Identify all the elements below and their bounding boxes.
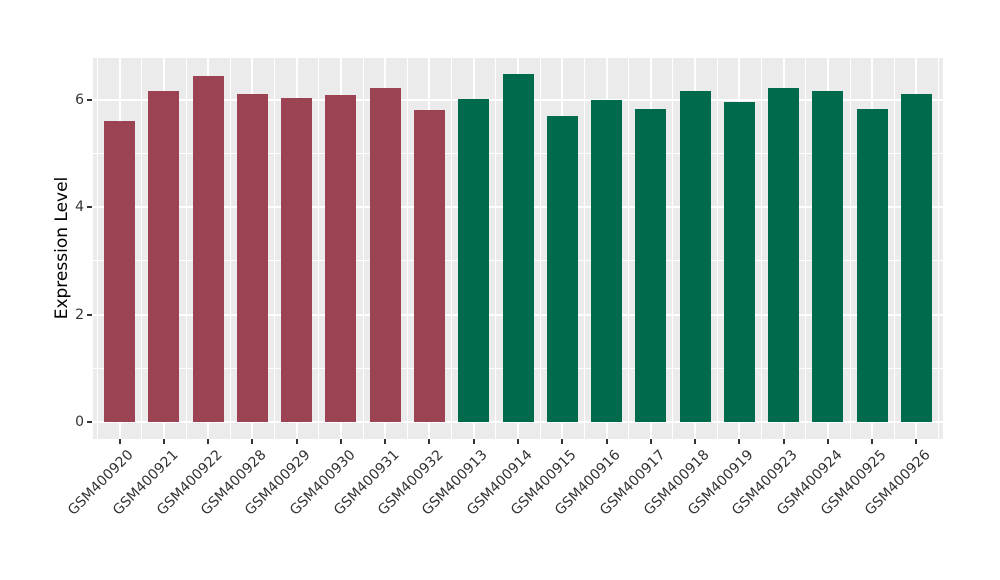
gridline-x-minor bbox=[451, 58, 453, 439]
gridline-x-minor bbox=[185, 58, 187, 439]
bar-GSM400926 bbox=[900, 93, 932, 422]
x-tick-mark bbox=[339, 439, 342, 444]
gridline-x-minor bbox=[672, 58, 674, 439]
x-tick-mark bbox=[738, 439, 741, 444]
x-tick-mark bbox=[384, 439, 387, 444]
bar-GSM400931 bbox=[369, 88, 401, 422]
bar-GSM400923 bbox=[768, 88, 800, 422]
x-tick-mark bbox=[694, 439, 697, 444]
x-tick-mark bbox=[605, 439, 608, 444]
x-tick-mark bbox=[472, 439, 475, 444]
gridline-x-minor bbox=[716, 58, 718, 439]
y-tick-label: 6 bbox=[75, 91, 84, 108]
y-tick-label: 0 bbox=[75, 414, 84, 430]
bar-GSM400917 bbox=[635, 109, 667, 422]
x-tick-mark bbox=[162, 439, 165, 444]
gridline-x-minor bbox=[141, 58, 143, 439]
x-tick-mark bbox=[118, 439, 121, 444]
gridline-x-minor bbox=[893, 58, 895, 439]
gridline-x-minor bbox=[406, 58, 408, 439]
y-axis-title: Expression Level bbox=[52, 176, 72, 320]
x-tick-mark bbox=[826, 439, 829, 444]
gridline-x-minor bbox=[539, 58, 541, 439]
bar-GSM400914 bbox=[502, 74, 534, 422]
x-tick-mark bbox=[649, 439, 652, 444]
gridline-x-minor bbox=[318, 58, 320, 439]
bar-GSM400928 bbox=[236, 93, 268, 422]
gridline-x-minor bbox=[362, 58, 364, 439]
bar-GSM400916 bbox=[591, 100, 623, 422]
bar-GSM400920 bbox=[104, 120, 136, 422]
bar-GSM400930 bbox=[325, 95, 357, 422]
gridline-x-minor bbox=[849, 58, 851, 439]
gridline-x-minor bbox=[805, 58, 807, 439]
bar-GSM400924 bbox=[812, 90, 844, 422]
x-tick-mark bbox=[428, 439, 431, 444]
gridline-x-minor bbox=[938, 58, 940, 439]
bar-GSM400913 bbox=[458, 98, 490, 422]
gridline-x-minor bbox=[229, 58, 231, 439]
y-tick-label: 4 bbox=[75, 199, 84, 216]
bar-GSM400915 bbox=[546, 116, 578, 422]
x-tick-mark bbox=[871, 439, 874, 444]
plot-panel bbox=[93, 58, 943, 439]
x-tick-mark bbox=[295, 439, 298, 444]
bar-GSM400921 bbox=[148, 90, 180, 422]
gridline-x-minor bbox=[274, 58, 276, 439]
gridline-x-minor bbox=[495, 58, 497, 439]
bar-GSM400919 bbox=[723, 102, 755, 422]
gridline-x-minor bbox=[761, 58, 762, 439]
x-tick-mark bbox=[251, 439, 254, 444]
y-tick-mark bbox=[87, 421, 92, 423]
y-tick-mark bbox=[87, 313, 92, 316]
x-tick-mark bbox=[915, 439, 918, 444]
x-tick-mark bbox=[207, 439, 210, 444]
x-tick-mark bbox=[561, 439, 564, 444]
y-tick-label: 2 bbox=[75, 306, 84, 323]
bar-GSM400918 bbox=[679, 90, 711, 422]
y-tick-mark bbox=[87, 98, 92, 101]
bar-GSM400932 bbox=[413, 109, 445, 422]
gridline-x-minor bbox=[96, 58, 98, 439]
gridline-x-minor bbox=[628, 58, 630, 439]
y-tick-mark bbox=[87, 206, 92, 209]
bar-GSM400929 bbox=[281, 98, 313, 422]
gridline-x-minor bbox=[583, 58, 585, 439]
bar-GSM400922 bbox=[192, 75, 224, 422]
x-tick-mark bbox=[517, 439, 520, 444]
bar-GSM400925 bbox=[856, 109, 888, 422]
x-tick-mark bbox=[782, 439, 785, 444]
